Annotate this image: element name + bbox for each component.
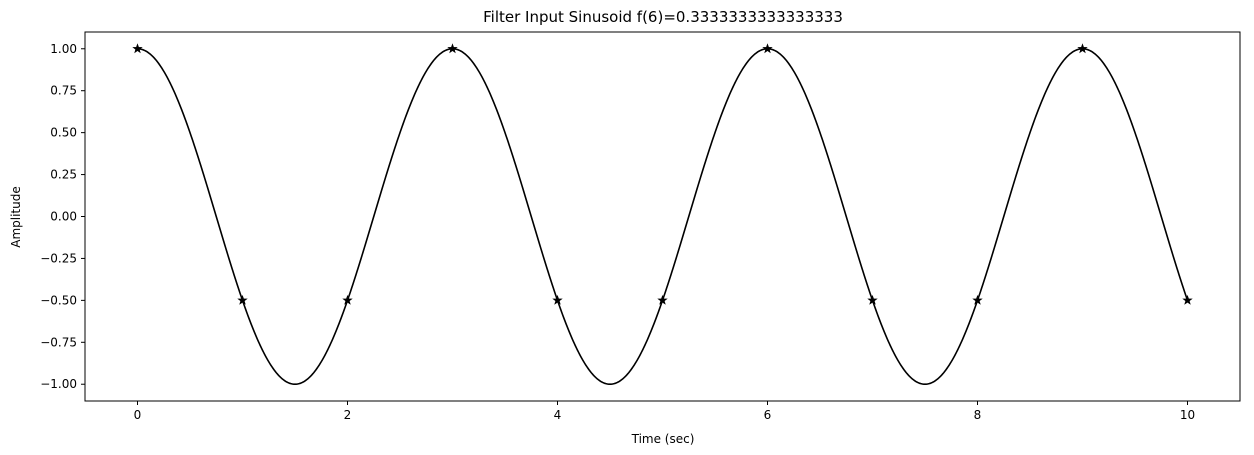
y-tick-label: −0.25 [40,251,77,265]
sample-star-marker [447,43,458,54]
x-tick-label: 2 [344,408,352,422]
y-axis-ticks: 1.00 0.75 0.50 0.25 0.00 −0.25 −0.50 −0.75 −1.00 [40,42,85,391]
x-tick-label: 10 [1180,408,1195,422]
y-tick-label: −1.00 [40,377,77,391]
x-axis-label: Time (sec) [631,432,695,446]
y-tick-label: 1.00 [50,42,77,56]
sample-star-marker [342,294,353,305]
sample-star-marker [1182,294,1193,305]
sample-star-marker [657,294,668,305]
x-axis-ticks: 0 2 4 6 8 10 [134,401,1195,422]
sample-star-marker [867,294,878,305]
x-tick-label: 6 [764,408,772,422]
y-tick-label: 0.25 [50,168,77,182]
plot-frame [84,31,1241,402]
plot-area [84,31,1241,402]
y-tick-label: −0.75 [40,335,77,349]
sample-star-marker [237,294,248,305]
y-axis-label: Amplitude [9,186,23,248]
sample-star-marker [1077,43,1088,54]
sample-star-marker [972,294,983,305]
x-tick-label: 8 [974,408,982,422]
sample-star-marker [762,43,773,54]
sample-star-marker [552,294,563,305]
y-tick-label: 0.00 [50,210,77,224]
y-tick-label: −0.50 [40,293,77,307]
y-tick-label: 0.75 [50,84,77,98]
sinusoid-curve [137,47,1189,386]
y-tick-label: 0.50 [50,126,77,140]
x-tick-label: 4 [554,408,562,422]
x-tick-label: 0 [134,408,142,422]
sample-star-marker [132,43,143,54]
sample-markers [132,43,1193,305]
chart-title: Filter Input Sinusoid f(6)=0.33333333333… [483,8,843,26]
